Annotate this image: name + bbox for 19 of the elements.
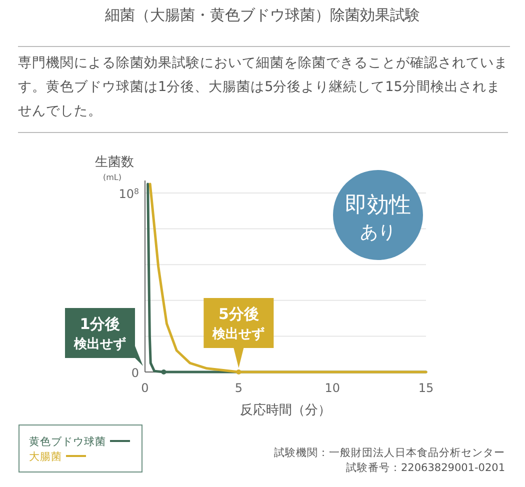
annotation: 1分後検出せず [73,315,126,352]
text: (mL) [103,173,122,182]
x-tick-label: 15 [418,381,434,395]
text: 試験番号：22063829001-0201 [346,461,505,474]
legend-label: 黄色ブドウ球菌 [29,435,106,448]
y-axis-title: 生菌数 [95,155,134,170]
annotation: 即効性あり [345,193,411,243]
legend-label: 大腸菌 [29,450,62,463]
text: 試験機関：一般財団法人日本食品分析センター [274,446,505,459]
x-tick-label: 0 [141,381,149,395]
annotation: 5分後検出せず [212,305,265,342]
annotation: 5分後検出せず [204,298,274,374]
x-tick-label: 5 [234,381,242,395]
x-axis-title: 反応時間（分） [240,402,331,418]
y-tick-label: 10$^{8}$ [118,186,140,201]
chart-title: 細菌（大腸菌・黄色ブドウ球菌）除菌効果試験 [104,6,421,25]
x-tick-label: 10 [324,381,340,395]
chart-subtitle: 専門機関による除菌効果試験において細菌を除菌できることが確認されています。黄色ブドウ球菌は1分後、大腸菌は5分後より継続して15分間検出されませんでした。 [18,46,510,123]
badge: 即効性あり [333,170,423,260]
